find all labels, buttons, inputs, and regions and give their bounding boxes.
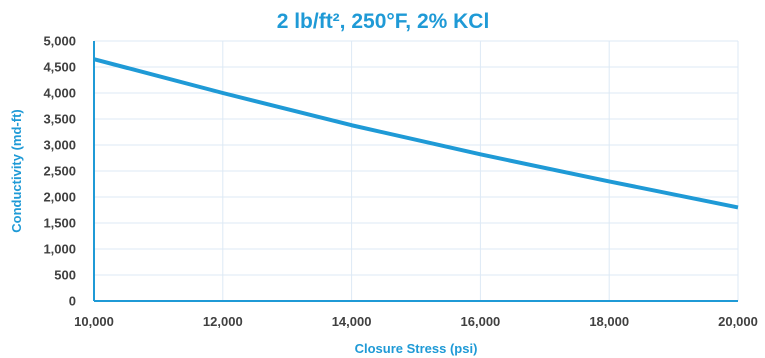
x-tick-label: 16,000	[461, 314, 501, 329]
x-tick-label: 18,000	[589, 314, 629, 329]
y-tick-label: 1,000	[43, 242, 76, 257]
y-tick-labels: 0 500 1,000 1,500 2,000 2,500 3,000 3,500 4,000 4…	[43, 34, 76, 309]
x-tick-label: 10,000	[74, 314, 114, 329]
axes	[93, 41, 738, 302]
x-axis-label: Closure Stress (psi)	[355, 341, 478, 356]
series-line	[93, 57, 739, 210]
grid-lines	[94, 40, 739, 301]
y-axis-label: Conductivity (md-ft)	[9, 109, 24, 232]
chart-title: 2 lb/ft², 250°F, 2% KCl	[277, 10, 490, 33]
y-tick-label: 4,500	[43, 60, 76, 75]
series-lines	[93, 57, 739, 210]
x-tick-label: 12,000	[203, 314, 243, 329]
y-tick-label: 500	[54, 268, 76, 283]
y-tick-label: 3,500	[43, 112, 76, 127]
y-tick-label: 2,000	[43, 190, 76, 205]
x-tick-label: 14,000	[332, 314, 372, 329]
y-tick-label: 3,000	[43, 138, 76, 153]
x-tick-label: 20,000	[718, 314, 758, 329]
y-tick-label: 5,000	[43, 34, 76, 49]
y-tick-label: 0	[69, 294, 76, 309]
y-tick-label: 2,500	[43, 164, 76, 179]
x-tick-labels: 10,000 12,000 14,000 16,000 18,000 20,000	[74, 314, 758, 329]
y-tick-label: 4,000	[43, 86, 76, 101]
y-tick-label: 1,500	[43, 216, 76, 231]
